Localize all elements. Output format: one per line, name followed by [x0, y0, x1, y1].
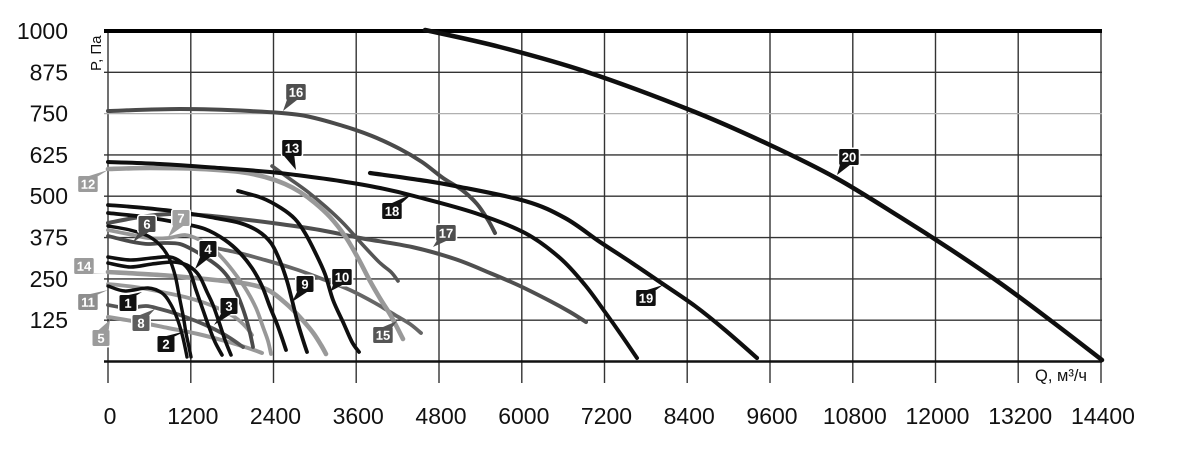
svg-text:1000: 1000 — [17, 18, 68, 44]
svg-text:P, Па: P, Па — [88, 35, 105, 71]
svg-text:7: 7 — [177, 211, 184, 226]
svg-text:20: 20 — [842, 150, 856, 165]
svg-text:7200: 7200 — [581, 403, 632, 429]
svg-text:Q, м³/ч: Q, м³/ч — [1035, 367, 1087, 385]
svg-text:13200: 13200 — [988, 403, 1052, 429]
svg-text:16: 16 — [289, 85, 303, 100]
svg-text:8: 8 — [137, 316, 144, 331]
svg-text:750: 750 — [30, 101, 68, 127]
svg-text:12000: 12000 — [906, 403, 970, 429]
svg-text:6000: 6000 — [498, 403, 549, 429]
svg-text:375: 375 — [30, 225, 68, 251]
svg-text:1200: 1200 — [167, 403, 218, 429]
svg-text:500: 500 — [30, 183, 68, 209]
svg-text:5: 5 — [97, 331, 104, 346]
svg-text:19: 19 — [639, 291, 653, 306]
svg-text:4800: 4800 — [415, 403, 466, 429]
svg-text:12: 12 — [81, 177, 95, 192]
svg-text:13: 13 — [285, 141, 299, 156]
svg-text:17: 17 — [439, 226, 453, 241]
svg-text:625: 625 — [30, 142, 68, 168]
svg-text:14400: 14400 — [1071, 403, 1135, 429]
svg-text:9600: 9600 — [746, 403, 797, 429]
svg-text:8400: 8400 — [664, 403, 715, 429]
svg-text:6: 6 — [143, 217, 150, 232]
svg-text:1: 1 — [124, 296, 131, 311]
svg-text:18: 18 — [385, 204, 399, 219]
svg-text:11: 11 — [81, 295, 95, 310]
svg-text:14: 14 — [77, 259, 92, 274]
svg-text:125: 125 — [30, 307, 68, 333]
svg-text:250: 250 — [30, 266, 68, 292]
svg-text:3600: 3600 — [333, 403, 384, 429]
svg-text:4: 4 — [204, 242, 212, 257]
svg-text:0: 0 — [104, 403, 117, 429]
svg-text:15: 15 — [376, 328, 390, 343]
svg-text:2400: 2400 — [250, 403, 301, 429]
svg-text:875: 875 — [30, 59, 68, 85]
svg-text:9: 9 — [301, 277, 308, 292]
svg-text:2: 2 — [162, 337, 169, 352]
svg-text:10800: 10800 — [823, 403, 887, 429]
svg-text:10: 10 — [335, 270, 349, 285]
svg-text:3: 3 — [225, 299, 232, 314]
